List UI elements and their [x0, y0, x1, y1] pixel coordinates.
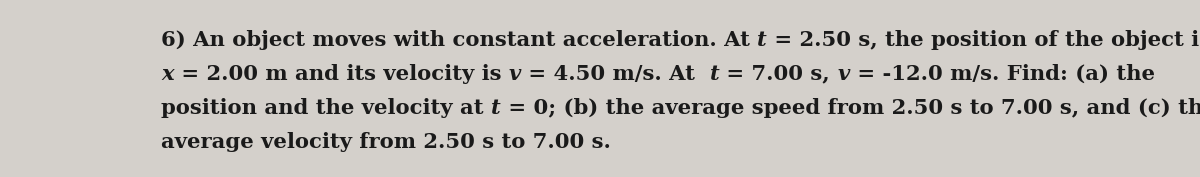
Text: = 2.50 s, the position of the object is: = 2.50 s, the position of the object is [767, 30, 1200, 50]
Text: position and the velocity at: position and the velocity at [161, 98, 491, 118]
Text: t: t [757, 30, 767, 50]
Text: average velocity from 2.50 s to 7.00 s.: average velocity from 2.50 s to 7.00 s. [161, 132, 611, 152]
Text: = -12.0 m/s. Find: (a) the: = -12.0 m/s. Find: (a) the [850, 64, 1154, 84]
Text: x: x [161, 64, 174, 84]
Text: = 0; (b) the average speed from 2.50 s to 7.00 s, and (c) the: = 0; (b) the average speed from 2.50 s t… [500, 98, 1200, 118]
Text: 6) An object moves with constant acceleration. At: 6) An object moves with constant acceler… [161, 30, 757, 50]
Text: = 4.50 m/s. At: = 4.50 m/s. At [521, 64, 709, 84]
Text: t: t [709, 64, 719, 84]
Text: t: t [491, 98, 500, 118]
Text: = 2.00 m and its velocity is: = 2.00 m and its velocity is [174, 64, 509, 84]
Text: = 7.00 s,: = 7.00 s, [719, 64, 838, 84]
Text: v: v [509, 64, 521, 84]
Text: v: v [838, 64, 850, 84]
